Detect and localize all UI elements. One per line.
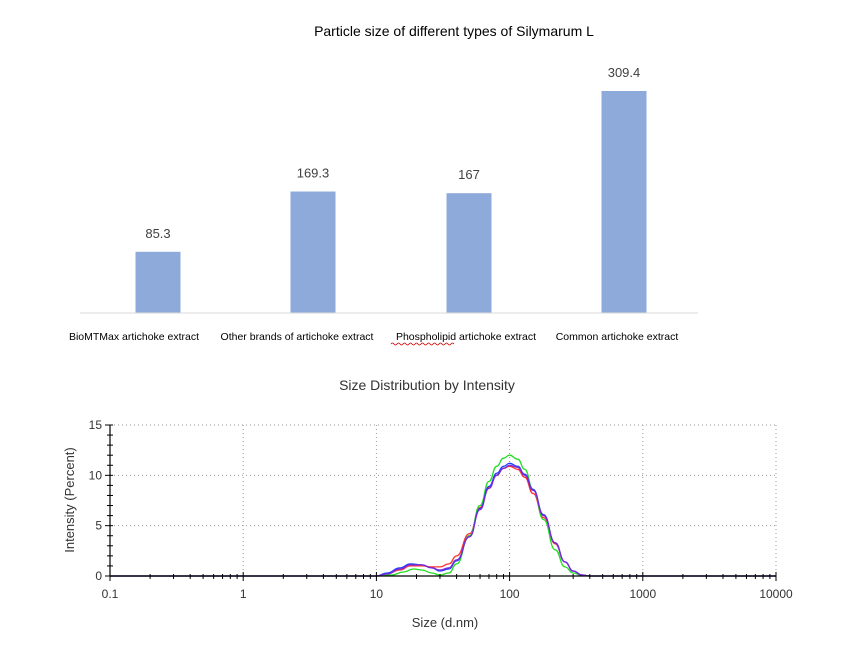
bar-value-label: 167 [458, 167, 480, 182]
series-line [110, 464, 776, 577]
y-tick-label: 15 [89, 418, 103, 432]
x-axis-title: Size (d.nm) [412, 615, 478, 630]
bar [135, 251, 181, 313]
y-tick-label: 0 [95, 569, 102, 583]
bar-category-label: Other brands of artichoke extract [221, 331, 374, 343]
bar-category-label: Phospholipid artichoke extract [396, 331, 536, 343]
bar [290, 191, 336, 313]
spellcheck-squiggle [390, 342, 455, 346]
x-tick-label: 0.1 [102, 587, 119, 601]
bar-value-label: 85.3 [145, 226, 170, 241]
distribution-chart-title: Size Distribution by Intensity [339, 377, 515, 393]
series-line [110, 454, 776, 577]
x-tick-label: 10 [370, 587, 384, 601]
bar-value-label: 169.3 [297, 166, 330, 181]
y-axis-title: Intensity (Percent) [62, 447, 77, 553]
bar [446, 193, 492, 313]
y-tick-label: 10 [89, 468, 103, 482]
bar-value-label: 309.4 [608, 65, 641, 80]
bar-category-label: BioMTMax artichoke extract [69, 331, 199, 343]
x-tick-label: 1 [240, 587, 247, 601]
x-tick-label: 1000 [629, 587, 656, 601]
bar [601, 91, 647, 313]
bar-chart: Particle size of different types of Sily… [69, 23, 698, 346]
series-line [110, 465, 776, 577]
y-tick-label: 5 [95, 519, 102, 533]
bar-category-label: Common artichoke extract [556, 331, 679, 343]
x-tick-label: 10000 [759, 587, 793, 601]
distribution-chart: Size Distribution by Intensity 0 5 10 15 0.1… [62, 377, 793, 630]
x-tick-label: 100 [500, 587, 520, 601]
series-line [110, 462, 776, 577]
bar-chart-title: Particle size of different types of Sily… [314, 23, 594, 39]
